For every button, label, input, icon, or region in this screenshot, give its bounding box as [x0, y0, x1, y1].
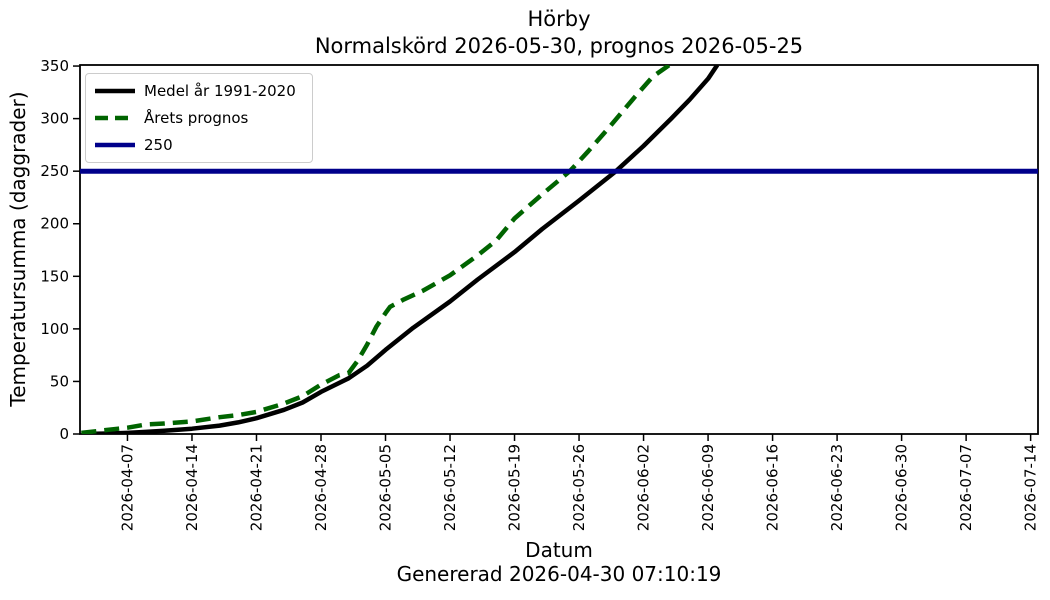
- figure-subtitle: Normalskörd 2026-05-30, prognos 2026-05-…: [314, 34, 804, 58]
- y-axis-label: Temperatursumma (daggrader): [6, 91, 30, 407]
- legend-line-sample: [95, 115, 135, 121]
- series-line-rets-prognos: [81, 65, 671, 434]
- legend-line-sample: [95, 142, 135, 148]
- x-tick-label: 2026-07-07: [957, 444, 975, 531]
- figure-title: Hörby: [527, 7, 591, 31]
- y-tick-label: 200: [40, 215, 69, 233]
- y-tick-label: 0: [59, 425, 69, 443]
- legend-label: Årets prognos: [144, 109, 249, 127]
- y-tick-label: 350: [40, 57, 69, 75]
- y-tick-label: 300: [40, 110, 69, 128]
- plot-layer: 2026-04-07 2026-04-14 2026-04-21 2026-04-28…: [40, 57, 1039, 531]
- legend-item-0: Medel år 1991-2020: [95, 80, 303, 102]
- x-tick-label: 2026-05-12: [441, 444, 459, 531]
- x-tick-label: 2026-04-07: [118, 444, 136, 531]
- y-tick-label: 150: [40, 267, 69, 285]
- x-tick-label: 2026-06-30: [893, 444, 911, 531]
- x-tick-label: 2026-06-16: [764, 444, 782, 531]
- title-block: Hörby Normalskörd 2026-05-30, prognos 20…: [80, 6, 1038, 60]
- x-tick-label: 2026-05-19: [506, 444, 524, 531]
- y-tick-label: 100: [40, 320, 69, 338]
- legend-item-1: Årets prognos: [95, 107, 303, 129]
- legend-label: 250: [144, 136, 173, 154]
- x-tick-label: 2026-06-09: [699, 444, 717, 531]
- x-axis-label: Datum: [525, 538, 593, 562]
- y-tick-label: 250: [40, 162, 69, 180]
- legend-label: Medel år 1991-2020: [144, 82, 296, 100]
- x-tick-label: 2026-04-21: [247, 444, 265, 531]
- legend-line-sample: [95, 88, 135, 94]
- generated-timestamp: Genererad 2026-04-30 07:10:19: [396, 562, 722, 586]
- x-tick-label: 2026-05-05: [377, 444, 395, 531]
- plot-area: [79, 64, 1039, 435]
- legend: Medel år 1991-2020 Årets prognos 250: [85, 73, 313, 163]
- series-line-medel-r-1991-2020: [81, 65, 720, 434]
- legend-item-2: 250: [95, 134, 303, 156]
- x-tick-label: 2026-06-23: [828, 444, 846, 531]
- x-tick-label: 2026-04-14: [183, 444, 201, 531]
- x-tick-label: 2026-06-02: [635, 444, 653, 531]
- x-tick-label: 2026-05-26: [570, 444, 588, 531]
- x-tick-label: 2026-07-14: [1022, 444, 1040, 531]
- x-tick-label: 2026-04-28: [312, 444, 330, 531]
- y-tick-label: 50: [50, 372, 69, 390]
